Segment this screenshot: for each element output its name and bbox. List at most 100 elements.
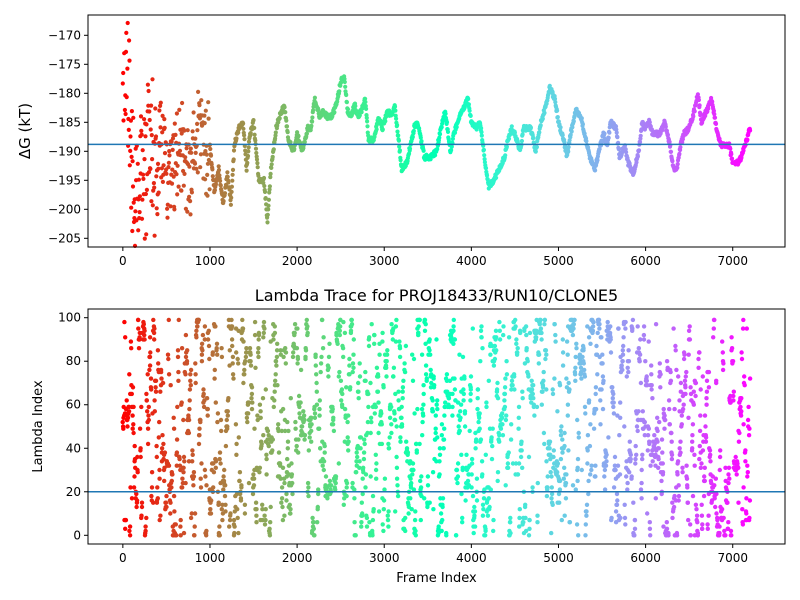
lambda-trace-point — [649, 383, 654, 388]
lambda-trace-point — [565, 413, 570, 418]
lambda-trace-point — [385, 513, 390, 518]
lambda-trace-point — [490, 443, 495, 449]
lambda-trace-point — [634, 424, 640, 429]
lambda-trace-point — [687, 337, 693, 342]
free-energy-point — [208, 153, 214, 158]
free-energy-y-tick-label: −200 — [48, 202, 81, 216]
lambda-trace-point — [736, 465, 741, 470]
lambda-trace-point — [161, 456, 166, 462]
lambda-trace-point — [131, 404, 136, 410]
free-energy-point — [143, 191, 148, 197]
lambda-trace-x-tick-label: 7000 — [717, 551, 748, 565]
lambda-trace-point — [252, 332, 258, 338]
lambda-trace-point — [123, 517, 129, 523]
lambda-trace-point — [729, 335, 734, 340]
lambda-trace-point — [519, 448, 524, 453]
lambda-trace-point — [196, 317, 201, 323]
lambda-trace-point — [188, 378, 193, 383]
lambda-trace-point — [595, 372, 600, 377]
lambda-trace-point — [223, 502, 228, 507]
free-energy-point — [162, 117, 167, 122]
lambda-trace-point — [500, 411, 505, 416]
free-energy-point — [533, 149, 538, 154]
free-energy-point — [133, 209, 138, 214]
free-energy-point — [203, 177, 208, 182]
lambda-trace-point — [700, 522, 705, 527]
lambda-trace-point — [365, 430, 370, 436]
lambda-trace-point — [595, 330, 600, 336]
free-energy-point — [245, 153, 251, 159]
lambda-trace-point — [580, 354, 585, 360]
lambda-trace-point — [309, 439, 314, 444]
lambda-trace-point — [613, 467, 618, 473]
lambda-trace-point — [213, 400, 218, 405]
lambda-trace-point — [226, 396, 231, 401]
free-energy-point — [255, 165, 260, 170]
lambda-trace-y-tick-label: 80 — [66, 354, 81, 368]
lambda-trace-point — [740, 326, 746, 331]
lambda-trace-point — [697, 350, 702, 355]
free-energy-point — [273, 130, 278, 135]
lambda-trace-point — [360, 476, 365, 481]
lambda-trace-points — [120, 317, 753, 538]
lambda-trace-point — [411, 467, 416, 473]
free-energy-point — [262, 183, 267, 189]
lambda-trace-point — [541, 369, 546, 375]
free-energy-point — [345, 107, 351, 112]
lambda-trace-point — [501, 324, 506, 329]
free-energy-point — [668, 149, 674, 154]
lambda-trace-point — [617, 472, 623, 477]
free-energy-point — [148, 166, 153, 171]
lambda-trace-point — [141, 322, 146, 327]
lambda-trace-point — [276, 428, 281, 434]
free-energy-x-tick-label: 3000 — [369, 254, 400, 268]
lambda-trace-point — [409, 480, 414, 486]
free-energy-point — [222, 191, 228, 196]
lambda-trace-point — [460, 465, 465, 470]
lambda-trace-point — [513, 324, 518, 329]
free-energy-point — [150, 203, 155, 208]
lambda-trace-point — [446, 396, 452, 401]
lambda-trace-point — [639, 496, 644, 501]
lambda-trace-point — [191, 474, 197, 479]
lambda-trace-point — [529, 378, 534, 383]
lambda-trace-point — [246, 480, 252, 486]
lambda-trace-point — [472, 509, 478, 514]
free-energy-point — [175, 192, 180, 197]
lambda-trace-point — [700, 374, 705, 379]
free-energy-point — [449, 148, 454, 153]
lambda-trace-point — [172, 509, 177, 514]
lambda-trace-point — [649, 372, 654, 377]
lambda-trace-point — [185, 348, 190, 353]
lambda-trace-point — [208, 507, 213, 512]
free-energy-point — [197, 116, 202, 121]
free-energy-point — [711, 108, 717, 113]
free-energy-point — [230, 167, 236, 172]
lambda-trace-point — [555, 461, 561, 466]
lambda-trace-point — [696, 356, 701, 362]
lambda-trace-point — [326, 365, 331, 370]
lambda-trace-point — [411, 487, 417, 492]
lambda-trace-point — [186, 413, 191, 418]
lambda-trace-point — [626, 359, 632, 364]
lambda-trace-point — [224, 417, 229, 423]
lambda-trace-point — [637, 359, 642, 364]
lambda-trace-point — [255, 350, 261, 355]
free-energy-point — [449, 144, 454, 149]
lambda-trace-point — [374, 461, 379, 466]
lambda-trace-point — [340, 346, 346, 351]
lambda-trace-point — [351, 365, 356, 370]
free-energy-point — [184, 146, 189, 151]
free-energy-point — [295, 130, 300, 135]
lambda-trace-point — [181, 465, 186, 470]
lambda-trace-point — [677, 398, 682, 403]
lambda-trace-point — [565, 352, 570, 357]
free-energy-point — [208, 146, 213, 152]
free-energy-point — [454, 125, 459, 130]
lambda-trace-point — [504, 359, 509, 364]
lambda-trace-point — [638, 487, 644, 492]
free-energy-point — [552, 96, 558, 101]
lambda-trace-point — [382, 476, 388, 481]
free-energy-point — [616, 147, 621, 152]
lambda-trace-point — [219, 507, 224, 512]
